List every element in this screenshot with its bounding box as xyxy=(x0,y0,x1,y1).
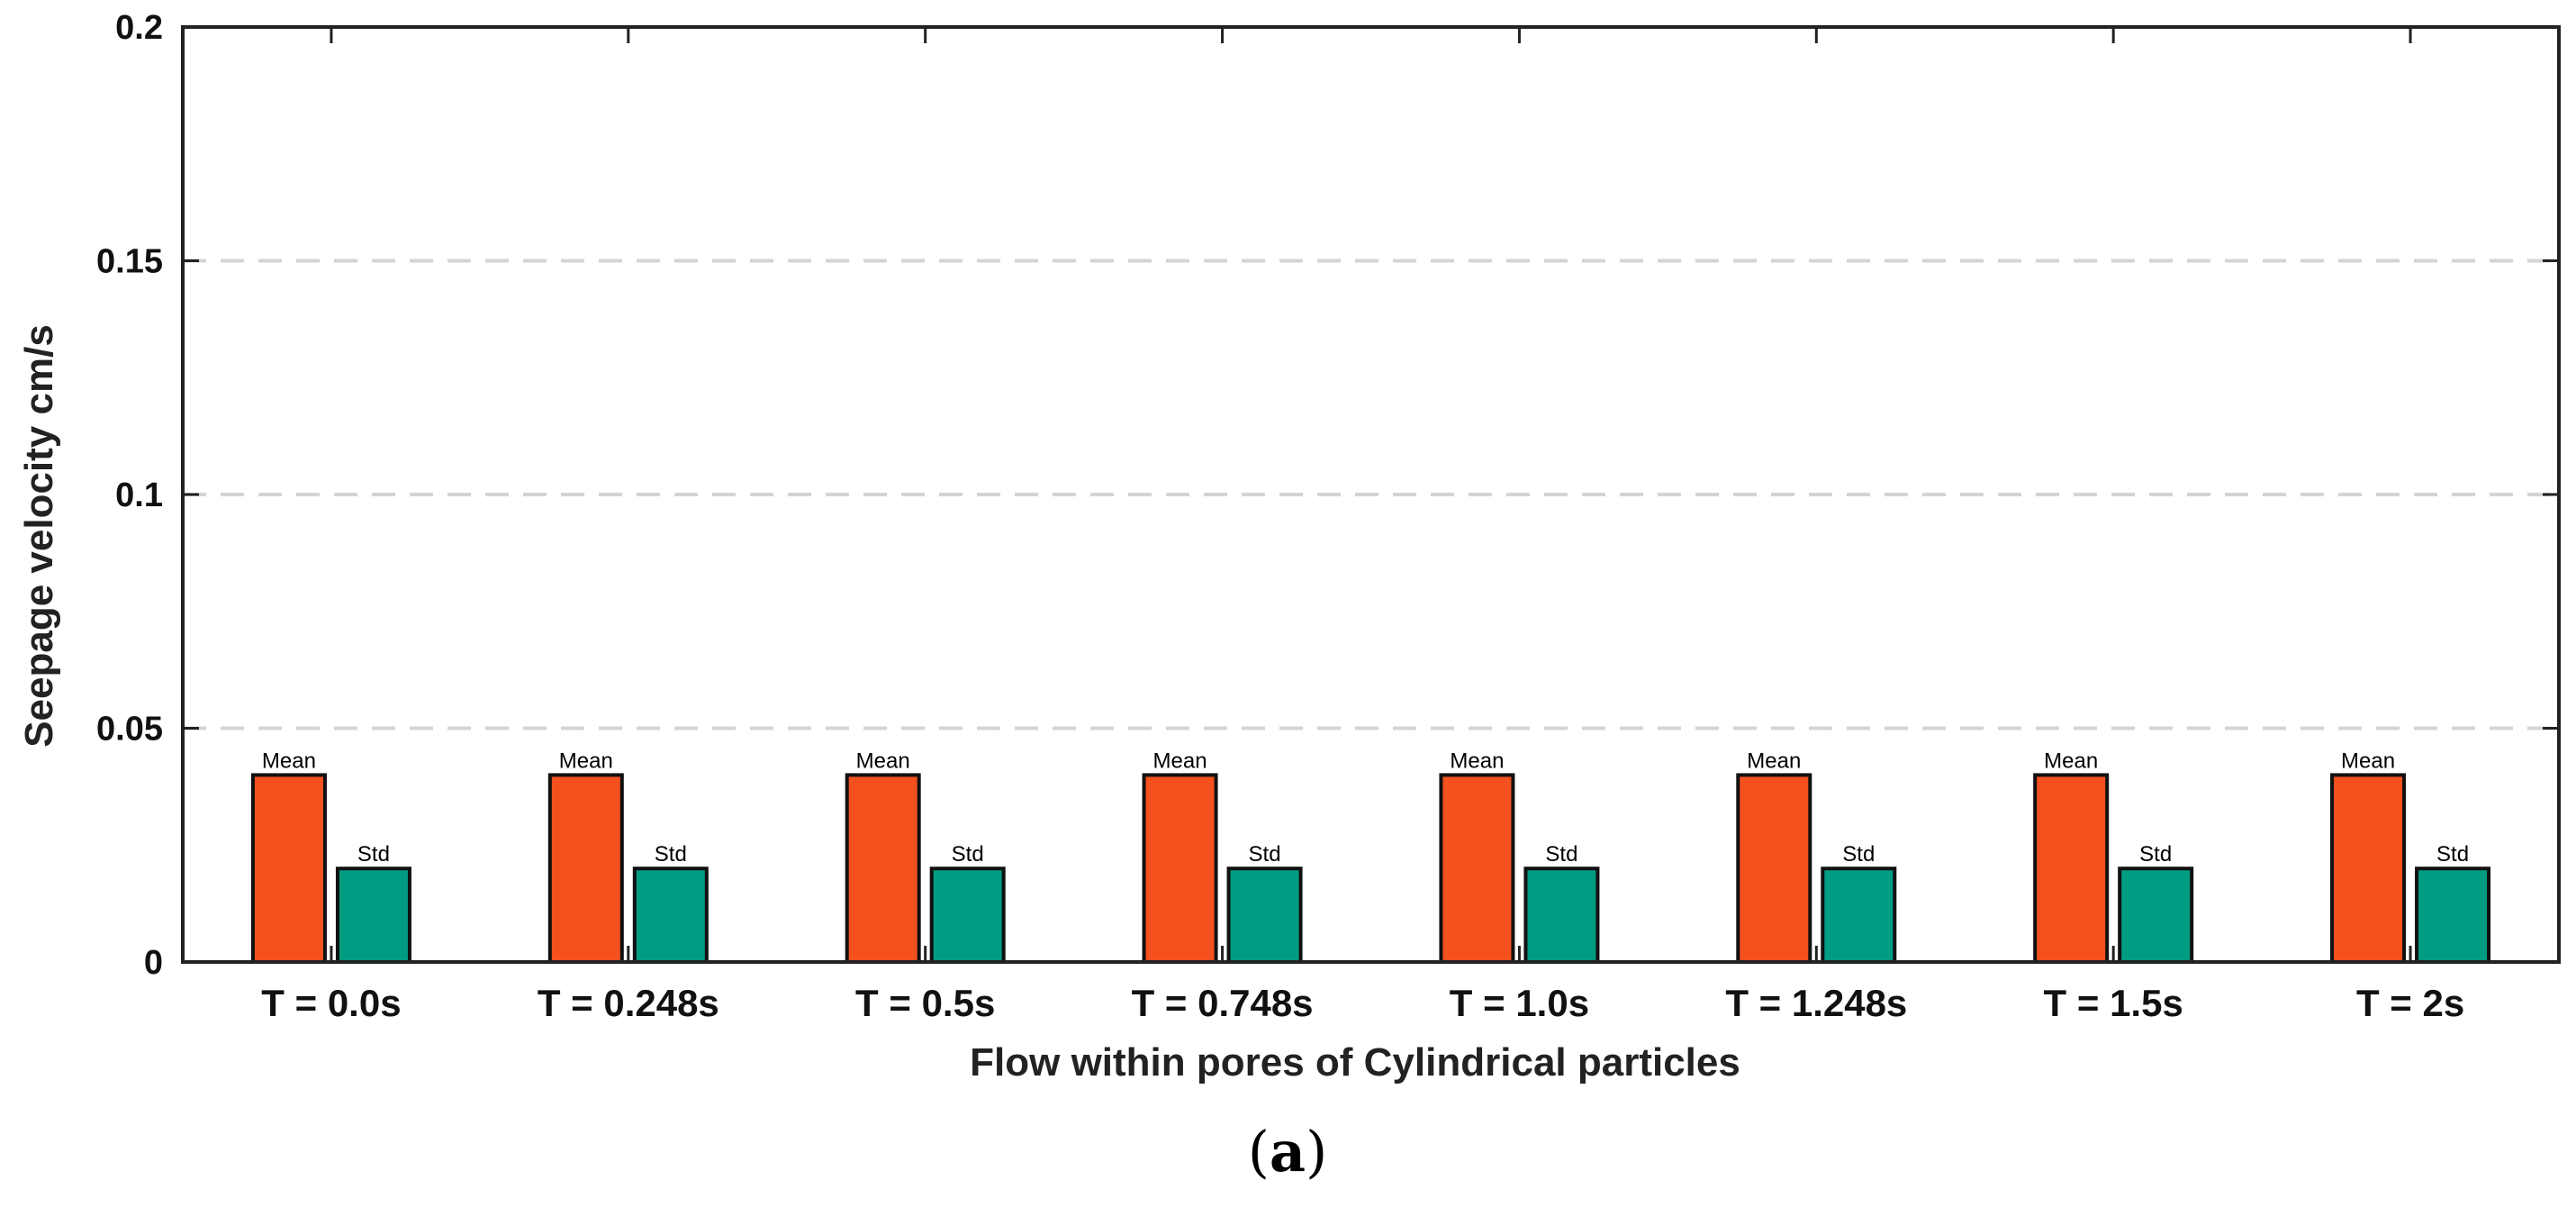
panel-label-open: ( xyxy=(1248,1119,1270,1184)
y-tick-label: 0.05 xyxy=(96,711,163,749)
panel-label-close: ) xyxy=(1306,1119,1327,1184)
bar-label-mean: Mean xyxy=(2044,749,2098,773)
x-axis-label: Flow within pores of Cylindrical particl… xyxy=(970,1040,1740,1084)
x-tick-label: T = 1.0s xyxy=(1450,982,1589,1024)
bar-label-mean: Mean xyxy=(559,749,613,773)
y-tick-labels: 0 0.05 0.1 0.15 0.2 xyxy=(96,9,163,982)
bar-mean-2 xyxy=(845,773,921,965)
panel-label: (a) xyxy=(1248,1119,1328,1184)
axes xyxy=(181,25,2561,964)
bar-label-std: Std xyxy=(2436,842,2469,867)
x-tick-label: T = 0.5s xyxy=(855,982,995,1024)
bar-label-std: Std xyxy=(357,842,390,867)
bar-std-0 xyxy=(335,867,411,965)
bar-std-7 xyxy=(2415,867,2491,965)
bar-mean-1 xyxy=(547,773,624,965)
bar-mean-6 xyxy=(2033,773,2110,965)
bar-label-std: Std xyxy=(655,842,687,867)
x-tick-label: T = 0.248s xyxy=(538,982,719,1024)
y-tick-label: 0.1 xyxy=(115,476,163,514)
plot-frame xyxy=(181,25,2561,964)
bar-label-mean: Mean xyxy=(262,749,316,773)
gridlines xyxy=(183,259,2559,731)
bars: Mean Std Mean Std Mean Std Mean Std Mean Std Mean S… xyxy=(250,749,2491,965)
bar-label-std: Std xyxy=(1249,842,1281,867)
x-tick-label: T = 1.5s xyxy=(2044,982,2183,1024)
y-tick-label: 0 xyxy=(144,944,163,982)
bar-std-3 xyxy=(1226,867,1303,965)
y-axis-label: Seepage velocity cm/s xyxy=(17,324,61,748)
bar-label-mean: Mean xyxy=(1747,749,1801,773)
y-tick-label: 0.15 xyxy=(96,243,163,281)
panel-label-letter: a xyxy=(1270,1119,1306,1184)
bar-std-2 xyxy=(929,867,1006,965)
bar-label-mean: Mean xyxy=(856,749,910,773)
bar-label-std: Std xyxy=(1842,842,1875,867)
y-tick-label: 0.2 xyxy=(115,9,163,47)
bar-label-mean: Mean xyxy=(2341,749,2395,773)
bar-std-5 xyxy=(1821,867,1897,965)
bar-std-1 xyxy=(632,867,709,965)
bar-mean-4 xyxy=(1439,773,1515,965)
bar-std-6 xyxy=(2118,867,2194,965)
bar-label-std: Std xyxy=(952,842,984,867)
bar-mean-7 xyxy=(2330,773,2407,965)
bar-label-mean: Mean xyxy=(1450,749,1504,773)
x-tick-label: T = 1.248s xyxy=(1725,982,1907,1024)
bar-label-mean: Mean xyxy=(1153,749,1207,773)
x-tick-label: T = 0.748s xyxy=(1132,982,1314,1024)
x-tick-labels: T = 0.0s T = 0.248s T = 0.5s T = 0.748s T = … xyxy=(261,982,2464,1024)
bar-mean-5 xyxy=(1736,773,1812,965)
x-tick-label: T = 0.0s xyxy=(261,982,401,1024)
bar-label-std: Std xyxy=(1545,842,1577,867)
x-tick-label: T = 2s xyxy=(2356,982,2464,1024)
bar-label-std: Std xyxy=(2139,842,2172,867)
bar-std-4 xyxy=(1523,867,1600,965)
bar-mean-0 xyxy=(250,773,327,965)
bar-mean-3 xyxy=(1142,773,1218,965)
